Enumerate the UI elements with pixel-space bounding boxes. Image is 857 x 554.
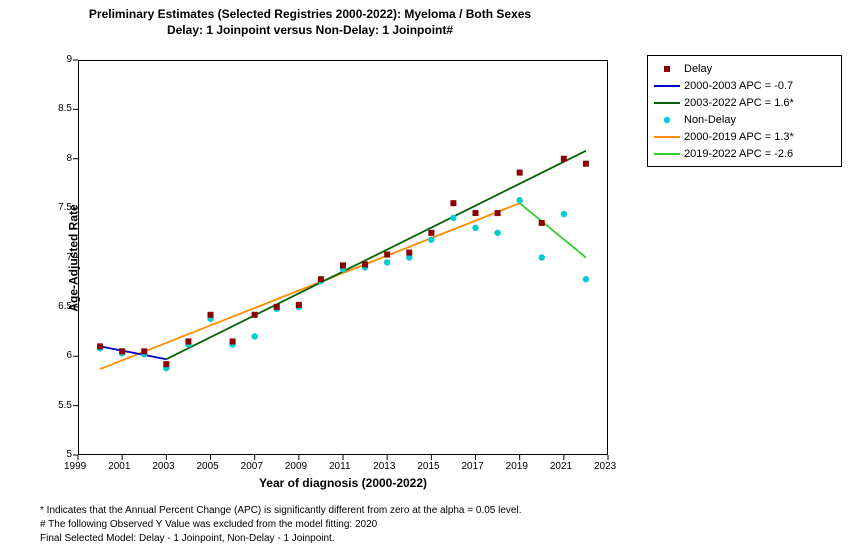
legend-item: Non-Delay xyxy=(654,111,835,128)
footnote-2: # The following Observed Y Value was exc… xyxy=(40,519,377,530)
y-tick-label: 6.5 xyxy=(48,301,72,312)
legend-label: 2000-2003 APC = -0.7 xyxy=(684,80,793,92)
legend-item: 2003-2022 APC = 1.6* xyxy=(654,94,835,111)
x-tick-label: 2009 xyxy=(285,461,307,472)
legend: Delay 2000-2003 APC = -0.7 2003-2022 APC =… xyxy=(647,55,842,167)
legend-item: 2000-2003 APC = -0.7 xyxy=(654,77,835,94)
x-tick-label: 2001 xyxy=(108,461,130,472)
legend-item: 2019-2022 APC = -2.6 xyxy=(654,145,835,162)
x-tick-label: 2007 xyxy=(241,461,263,472)
y-tick-label: 7.5 xyxy=(48,202,72,213)
legend-item: 2000-2019 APC = 1.3* xyxy=(654,128,835,145)
y-tick-label: 5.5 xyxy=(48,400,72,411)
y-tick-label: 6 xyxy=(48,350,72,361)
x-tick-label: 2005 xyxy=(197,461,219,472)
legend-swatch xyxy=(654,79,680,93)
x-axis-label: Year of diagnosis (2000-2022) xyxy=(78,476,608,490)
y-tick-label: 8 xyxy=(48,153,72,164)
legend-item: Delay xyxy=(654,60,835,77)
x-tick-label: 2015 xyxy=(417,461,439,472)
x-tick-label: 2019 xyxy=(506,461,528,472)
legend-label: Delay xyxy=(684,63,712,75)
y-tick-label: 9 xyxy=(48,54,72,65)
legend-swatch xyxy=(654,147,680,161)
legend-label: 2003-2022 APC = 1.6* xyxy=(684,97,794,109)
legend-swatch xyxy=(654,113,680,127)
y-tick-label: 8.5 xyxy=(48,103,72,114)
legend-label: Non-Delay xyxy=(684,114,736,126)
y-tick-label: 7 xyxy=(48,252,72,263)
x-tick-label: 2023 xyxy=(594,461,616,472)
x-tick-label: 2021 xyxy=(550,461,572,472)
footnote-3: Final Selected Model: Delay - 1 Joinpoin… xyxy=(40,533,335,544)
x-tick-label: 1999 xyxy=(64,461,86,472)
footnote-1: * Indicates that the Annual Percent Chan… xyxy=(40,505,521,516)
legend-swatch xyxy=(654,62,680,76)
x-tick-label: 2017 xyxy=(462,461,484,472)
legend-swatch xyxy=(654,96,680,110)
legend-label: 2019-2022 APC = -2.6 xyxy=(684,148,793,160)
legend-label: 2000-2019 APC = 1.3* xyxy=(684,131,794,143)
x-tick-label: 2013 xyxy=(373,461,395,472)
x-tick-label: 2003 xyxy=(152,461,174,472)
legend-swatch xyxy=(654,130,680,144)
y-tick-label: 5 xyxy=(48,449,72,460)
x-tick-label: 2011 xyxy=(329,461,351,472)
